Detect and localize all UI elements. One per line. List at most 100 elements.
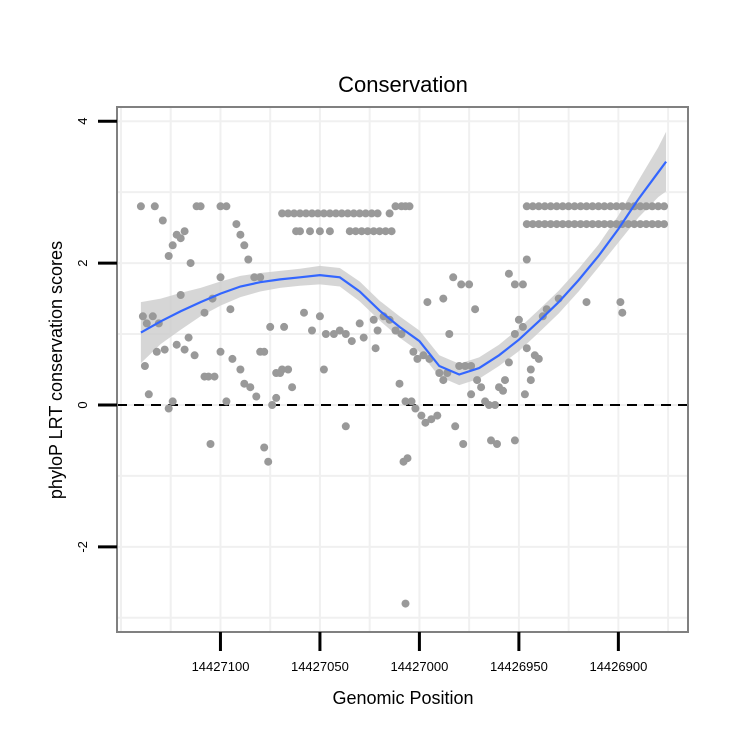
data-point bbox=[546, 220, 555, 229]
data-point bbox=[504, 358, 513, 367]
y-tick-label: 2 bbox=[75, 259, 90, 266]
data-point bbox=[351, 227, 360, 236]
data-point bbox=[514, 315, 523, 324]
data-point bbox=[600, 202, 609, 211]
data-point bbox=[381, 227, 390, 236]
data-point bbox=[522, 255, 531, 264]
data-point bbox=[341, 422, 350, 431]
data-point bbox=[594, 202, 603, 211]
data-point bbox=[337, 209, 346, 218]
data-points bbox=[136, 202, 669, 608]
data-point bbox=[228, 354, 237, 363]
data-point bbox=[648, 220, 657, 229]
data-point bbox=[349, 209, 358, 218]
data-point bbox=[315, 227, 324, 236]
data-point bbox=[552, 220, 561, 229]
data-point bbox=[268, 401, 277, 409]
data-point bbox=[409, 347, 418, 356]
data-point bbox=[385, 209, 394, 218]
data-point bbox=[371, 344, 380, 353]
data-point bbox=[618, 308, 627, 317]
data-point bbox=[427, 415, 436, 424]
data-point bbox=[196, 202, 205, 211]
x-tick-label: 14426900 bbox=[589, 659, 647, 674]
data-point bbox=[357, 227, 366, 236]
data-point bbox=[612, 202, 621, 211]
data-point bbox=[594, 220, 603, 229]
data-point bbox=[439, 294, 448, 303]
data-point bbox=[176, 291, 185, 299]
data-point bbox=[558, 202, 567, 211]
data-point bbox=[642, 220, 651, 229]
data-point bbox=[210, 372, 219, 381]
data-point bbox=[401, 599, 410, 608]
data-point bbox=[184, 333, 193, 342]
data-point bbox=[172, 340, 181, 349]
data-point bbox=[630, 220, 639, 229]
data-point bbox=[150, 202, 159, 211]
data-point bbox=[401, 397, 410, 406]
data-point bbox=[397, 330, 406, 338]
data-point bbox=[467, 362, 476, 370]
data-point bbox=[439, 376, 448, 385]
data-point bbox=[624, 202, 633, 211]
data-point bbox=[144, 390, 153, 399]
x-tick-label: 14427050 bbox=[291, 659, 349, 674]
data-point bbox=[504, 269, 513, 278]
data-point bbox=[564, 220, 573, 229]
data-point bbox=[411, 404, 420, 413]
data-point bbox=[329, 330, 338, 338]
data-point bbox=[435, 369, 444, 377]
data-point bbox=[142, 319, 151, 328]
data-point bbox=[522, 202, 531, 211]
data-point bbox=[321, 330, 330, 338]
data-point bbox=[616, 298, 625, 307]
data-point bbox=[276, 369, 285, 377]
data-point bbox=[136, 202, 145, 211]
data-point bbox=[315, 312, 324, 321]
data-point bbox=[477, 383, 486, 392]
data-point bbox=[256, 347, 265, 356]
data-point bbox=[222, 397, 231, 406]
data-point bbox=[341, 330, 350, 338]
confidence-band-group bbox=[140, 131, 667, 386]
data-point bbox=[526, 365, 535, 374]
data-point bbox=[264, 457, 273, 466]
data-point bbox=[518, 322, 527, 331]
data-point bbox=[600, 220, 609, 229]
data-point bbox=[373, 326, 382, 335]
x-tick-label: 14426950 bbox=[490, 659, 548, 674]
data-point bbox=[250, 273, 259, 282]
data-point bbox=[391, 326, 400, 335]
data-point bbox=[445, 330, 454, 338]
data-point bbox=[487, 436, 495, 445]
data-point bbox=[138, 312, 147, 321]
data-point bbox=[433, 411, 442, 420]
data-point bbox=[246, 383, 255, 392]
data-point bbox=[226, 305, 235, 314]
data-point bbox=[296, 209, 304, 218]
data-point bbox=[240, 241, 249, 250]
data-point bbox=[471, 305, 480, 314]
data-point bbox=[457, 280, 466, 289]
data-point bbox=[343, 209, 352, 218]
data-point bbox=[290, 209, 299, 218]
data-point bbox=[236, 365, 245, 374]
data-point bbox=[618, 202, 627, 211]
data-point bbox=[501, 376, 509, 385]
x-tick-label: 14427000 bbox=[390, 659, 448, 674]
data-point bbox=[345, 227, 354, 236]
data-point bbox=[576, 202, 585, 211]
data-point bbox=[510, 330, 519, 338]
data-point bbox=[355, 319, 364, 328]
smooth-trend-line bbox=[140, 160, 667, 376]
data-point bbox=[158, 216, 167, 225]
data-point bbox=[391, 202, 400, 211]
x-axis: 14427100 14427050 14427000 14426950 14426900 bbox=[192, 632, 647, 674]
data-point bbox=[361, 209, 370, 218]
data-point bbox=[387, 227, 396, 236]
data-point bbox=[306, 227, 314, 236]
data-point bbox=[363, 227, 372, 236]
data-point bbox=[300, 308, 308, 317]
